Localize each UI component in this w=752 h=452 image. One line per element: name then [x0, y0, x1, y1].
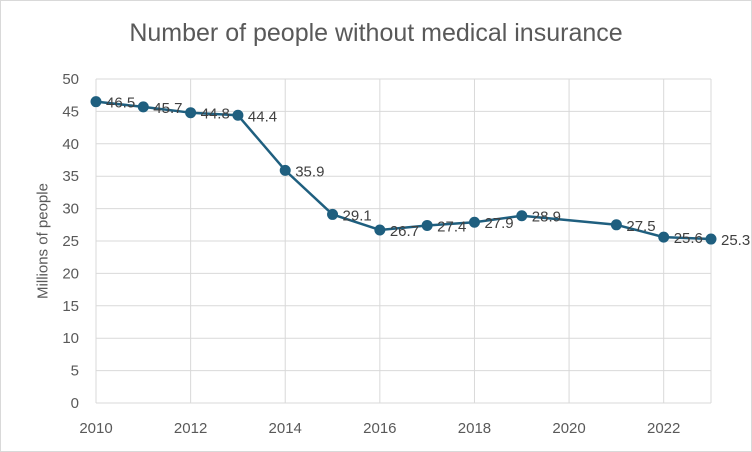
data-point [137, 101, 149, 113]
chart-title: Number of people without medical insuran… [129, 19, 623, 47]
data-label: 46.5 [106, 95, 135, 112]
data-label: 26.7 [390, 223, 419, 240]
y-tick-label: 5 [71, 363, 79, 380]
data-label: 35.9 [295, 163, 324, 180]
data-point [421, 219, 433, 231]
data-point [468, 216, 480, 228]
data-point [516, 210, 528, 222]
data-label: 45.7 [153, 100, 182, 117]
data-label: 44.8 [201, 106, 230, 123]
data-label: 29.1 [343, 207, 372, 224]
data-label: 25.3 [721, 232, 750, 249]
y-tick-label: 50 [62, 71, 79, 88]
y-tick-label: 10 [62, 330, 79, 347]
data-label: 28.9 [532, 209, 561, 226]
y-tick-label: 35 [62, 168, 79, 185]
y-tick-label: 0 [71, 395, 79, 412]
y-tick-label: 45 [62, 103, 79, 120]
data-label: 27.5 [626, 218, 655, 235]
x-tick-label: 2020 [552, 420, 585, 437]
data-point [610, 219, 622, 231]
data-label: 27.9 [484, 215, 513, 232]
data-label: 27.4 [437, 218, 466, 235]
y-tick-label: 40 [62, 136, 79, 153]
y-tick-label: 15 [62, 298, 79, 315]
data-label: 44.4 [248, 108, 277, 125]
y-tick-label: 25 [62, 233, 79, 250]
data-point [279, 164, 291, 176]
y-tick-label: 30 [62, 201, 79, 218]
x-tick-label: 2018 [458, 420, 491, 437]
x-tick-label: 2016 [363, 420, 396, 437]
data-label: 25.6 [674, 230, 703, 247]
data-point [374, 224, 386, 236]
x-tick-label: 2014 [269, 420, 302, 437]
data-point [658, 231, 670, 243]
x-tick-label: 2010 [79, 420, 112, 437]
data-point [705, 233, 717, 245]
data-point [232, 109, 244, 121]
data-point [185, 107, 197, 119]
x-tick-label: 2012 [174, 420, 207, 437]
y-tick-label: 20 [62, 265, 79, 282]
data-point [327, 208, 339, 220]
series-line [95, 100, 712, 241]
data-point [90, 96, 102, 108]
x-tick-label: 2022 [647, 420, 680, 437]
